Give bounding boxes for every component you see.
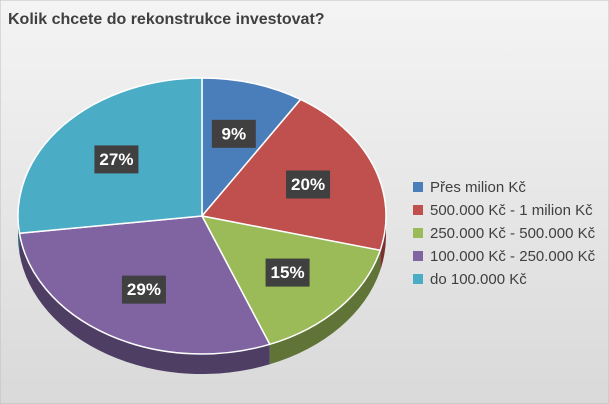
- legend-swatch: [413, 182, 423, 192]
- legend-label: 100.000 Kč - 250.000 Kč: [430, 248, 596, 265]
- data-label: 29%: [121, 275, 166, 304]
- data-label: 20%: [286, 170, 331, 199]
- legend-label: do 100.000 Kč: [430, 271, 527, 288]
- data-label-text: 20%: [291, 175, 325, 194]
- legend-label: 500.000 Kč - 1 milion Kč: [430, 202, 593, 219]
- data-label-box: [94, 145, 139, 174]
- data-label-box: [121, 275, 166, 304]
- data-label: 9%: [211, 119, 256, 148]
- slice-side: [269, 250, 381, 365]
- data-label-text: 27%: [99, 150, 133, 169]
- data-label-box: [265, 258, 310, 287]
- legend-label: Přes milion Kč: [430, 179, 526, 196]
- data-label-text: 15%: [271, 263, 305, 282]
- data-label-box: [211, 119, 256, 148]
- data-label: 15%: [265, 258, 310, 287]
- legend-swatch: [413, 205, 423, 215]
- legend-swatch: [413, 251, 423, 261]
- chart-title: Kolik chcete do rekonstrukce investovat?: [8, 11, 325, 28]
- data-label-text: 9%: [222, 124, 247, 143]
- legend-swatch: [413, 274, 423, 284]
- data-label-box: [286, 170, 331, 199]
- legend-label: 250.000 Kč - 500.000 Kč: [430, 225, 596, 242]
- slice-side: [19, 233, 270, 374]
- data-label: 27%: [94, 145, 139, 174]
- legend-swatch: [413, 228, 423, 238]
- data-label-text: 29%: [127, 280, 161, 299]
